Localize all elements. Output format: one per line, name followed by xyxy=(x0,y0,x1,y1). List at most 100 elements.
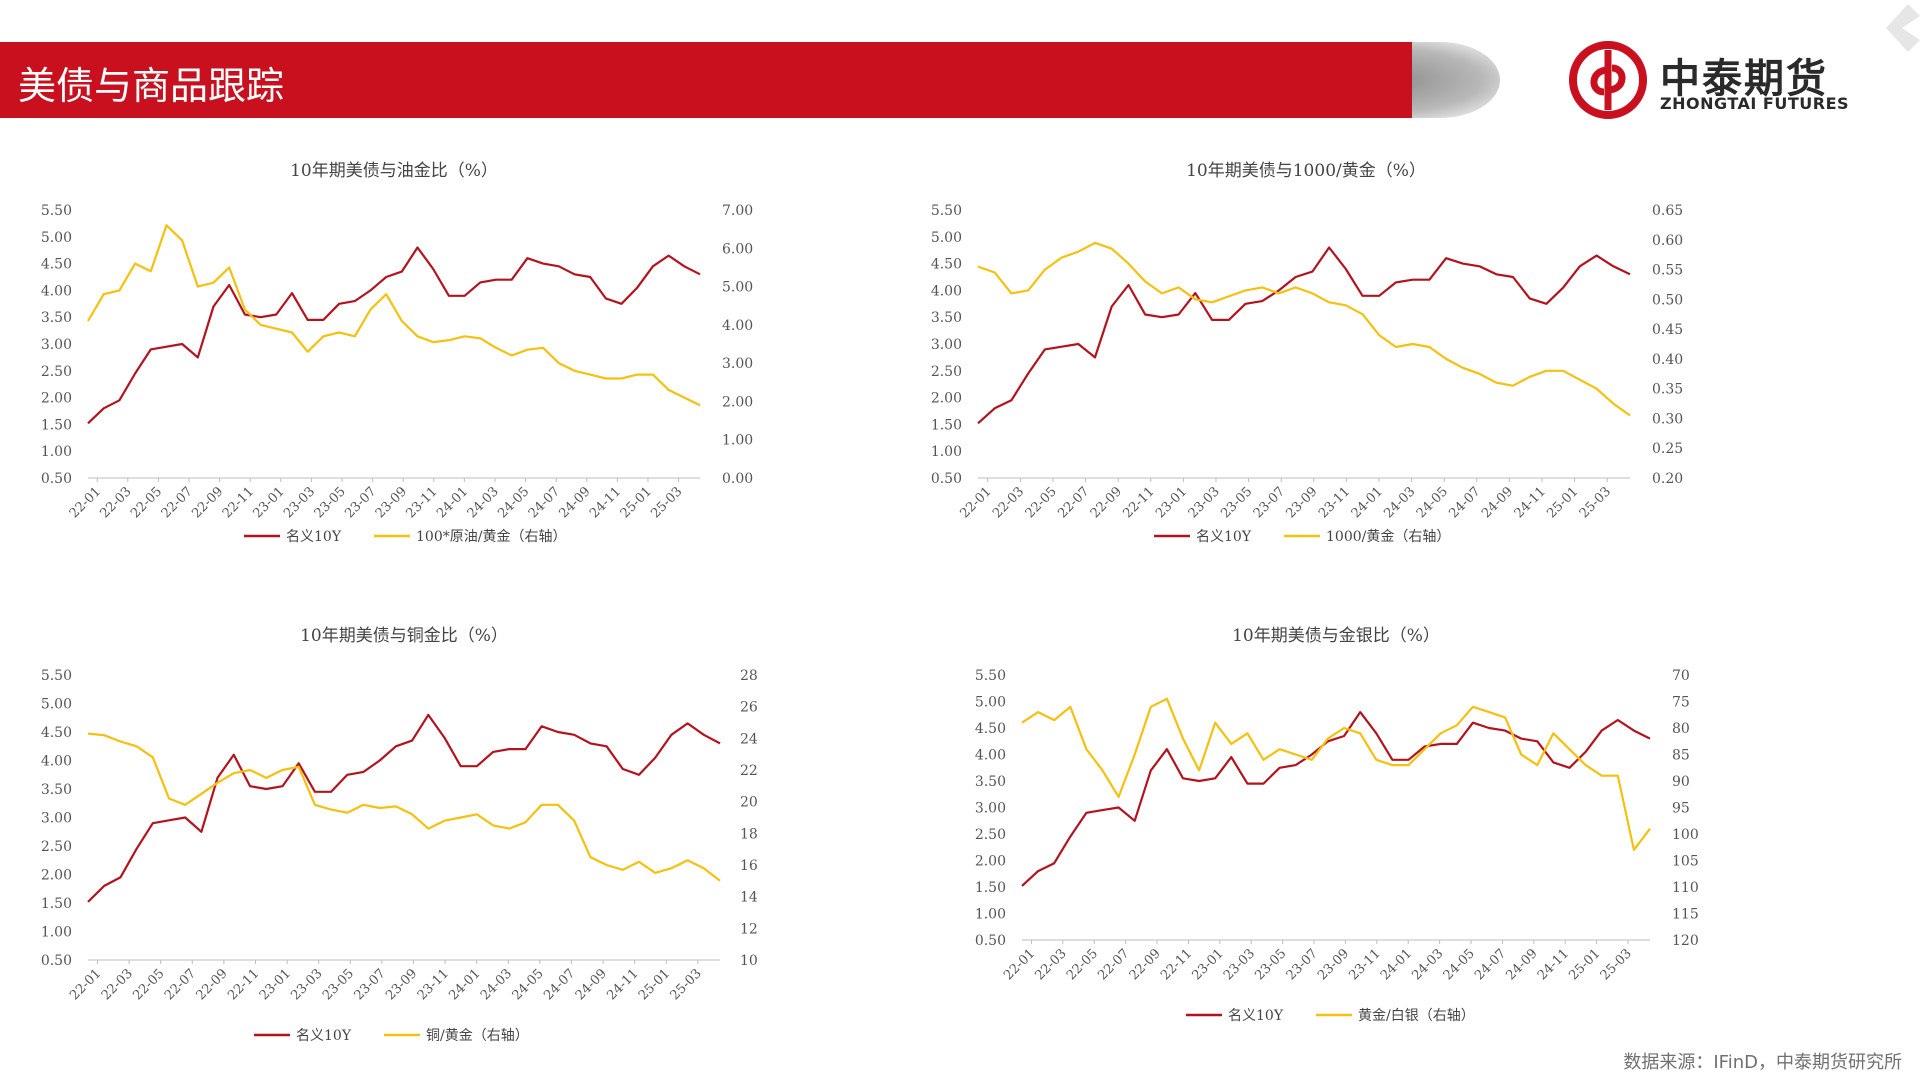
x-axis-tick-label: 22-09 xyxy=(189,484,226,521)
right-axis-tick-label: 20 xyxy=(740,795,758,811)
x-axis-tick-label: 23-09 xyxy=(1283,484,1320,521)
series-line-nominal-10y xyxy=(1021,710,1651,887)
x-axis-tick-label: 22-09 xyxy=(1127,946,1164,983)
x-axis-tick-label: 24-05 xyxy=(1441,946,1478,983)
x-axis-tick-label: 24-03 xyxy=(465,484,502,521)
series-line-nominal-10y xyxy=(87,713,721,903)
x-axis-tick-label: 23-05 xyxy=(320,966,357,1003)
page-title: 美债与商品跟踪 xyxy=(18,64,285,108)
right-axis-tick-label: 0.55 xyxy=(1652,263,1683,279)
x-axis-tick-label: 22-01 xyxy=(67,966,104,1003)
x-axis-tick-label: 24-09 xyxy=(573,966,610,1003)
left-axis-tick-label: 3.50 xyxy=(975,774,1006,790)
left-axis-tick-label: 4.50 xyxy=(41,257,72,273)
x-axis-tick-label: 23-01 xyxy=(1153,484,1190,521)
left-axis-tick-label: 5.50 xyxy=(41,668,72,684)
x-axis-tick-label: 23-09 xyxy=(373,484,410,521)
chart-1000-gold-svg: 10年期美债与1000/黄金（%） 0.50 1.00 1.50 2.00 2.50 3.0… xyxy=(931,161,1683,545)
left-axis-tick-label: 0.50 xyxy=(931,471,962,487)
x-axis-tick-label: 24-05 xyxy=(1414,484,1451,521)
right-axis-tick-label: 16 xyxy=(740,858,758,874)
right-axis-tick-label: 3.00 xyxy=(722,356,753,372)
x-axis-tick-label: 23-05 xyxy=(1218,484,1255,521)
x-axis-tick-label: 22-11 xyxy=(1120,484,1157,521)
left-axis-tick-label: 4.00 xyxy=(41,754,72,770)
left-axis-tick-label: 3.50 xyxy=(41,310,72,326)
right-axis-tick-label: 26 xyxy=(740,700,758,716)
right-axis-tick-label: 0.45 xyxy=(1652,322,1683,338)
legend-label: 1000/黄金（右轴） xyxy=(1326,528,1450,545)
right-axis-tick-label: 0.30 xyxy=(1652,411,1683,427)
left-axis-tick-label: 2.50 xyxy=(41,839,72,855)
right-axis-tick-label: 95 xyxy=(1672,801,1690,817)
x-axis-tick-label: 24-03 xyxy=(1409,946,1446,983)
x-axis-tick-label: 22-03 xyxy=(97,484,134,521)
x-axis-tick-label: 23-09 xyxy=(383,966,420,1003)
chart-copper-gold-svg: 10年期美债与铜金比（%） 0.50 1.00 1.50 2.00 2.50 3.00 3.5… xyxy=(41,626,758,1044)
x-axis-tick-label: 24-11 xyxy=(587,484,624,521)
left-axis-tick-label: 4.00 xyxy=(931,283,962,299)
right-axis-tick-label: 22 xyxy=(740,763,758,779)
legend-label: 100*原油/黄金（右轴） xyxy=(416,528,566,545)
right-axis-tick-label: 2.00 xyxy=(722,394,753,410)
chart-oil-gold: 10年期美债与油金比（%） 0.50 1.00 1.50 2.00 2.50 3.00 3.5… xyxy=(40,150,920,570)
x-axis-tick-label: 22-05 xyxy=(1064,946,1101,983)
left-axis-tick-label: 4.50 xyxy=(931,257,962,273)
x-axis-tick-label: 23-01 xyxy=(250,484,287,521)
left-axis-tick-label: 2.00 xyxy=(975,854,1006,870)
right-axis-tick-label: 14 xyxy=(740,890,758,906)
left-axis-tick-label: 5.50 xyxy=(975,668,1006,684)
right-axis-tick-label: 1.00 xyxy=(722,433,753,449)
x-axis-tick-label: 22-01 xyxy=(957,484,994,521)
x-axis-tick-label: 22-11 xyxy=(1158,946,1195,983)
right-axis-tick-label: 90 xyxy=(1672,774,1690,790)
left-axis-tick-label: 1.00 xyxy=(931,444,962,460)
legend-label: 名义10Y xyxy=(296,1028,352,1044)
right-axis-tick-label: 75 xyxy=(1672,695,1690,711)
left-axis-tick-label: 5.00 xyxy=(931,230,962,246)
right-axis-tick-label: 115 xyxy=(1672,907,1699,923)
x-axis-tick-label: 22-05 xyxy=(1023,484,1060,521)
chart-gold-silver: 10年期美债与金银比（%） 0.50 1.00 1.50 2.00 2.50 3.00 3.5… xyxy=(960,615,1840,1035)
x-axis-tick-label: 24-05 xyxy=(495,484,532,521)
left-axis-tick-label: 5.50 xyxy=(931,203,962,219)
logo-name-en: ZHONGTAI FUTURES xyxy=(1660,94,1850,113)
x-axis-tick-label: 24-01 xyxy=(434,484,471,521)
x-axis-tick-label: 25-03 xyxy=(668,966,705,1003)
left-axis-tick-label: 4.00 xyxy=(41,283,72,299)
legend-label: 黄金/白银（右轴） xyxy=(1358,1007,1475,1024)
right-axis-tick-label: 0.25 xyxy=(1652,441,1683,457)
left-axis-tick-label: 3.50 xyxy=(931,310,962,326)
chart-title: 10年期美债与铜金比（%） xyxy=(300,626,508,646)
chart-copper-gold: 10年期美债与铜金比（%） 0.50 1.00 1.50 2.00 2.50 3.00 3.5… xyxy=(40,615,920,1055)
x-axis-tick-label: 22-07 xyxy=(162,966,199,1003)
right-axis-tick-label: 0.20 xyxy=(1652,471,1683,487)
x-axis-tick-label: 24-05 xyxy=(510,966,547,1003)
x-axis-tick-label: 23-07 xyxy=(352,966,389,1003)
x-axis-tick-label: 23-11 xyxy=(1316,484,1353,521)
legend-label: 名义10Y xyxy=(1228,1008,1284,1024)
left-axis-tick-label: 5.00 xyxy=(41,697,72,713)
series-line-ratio xyxy=(87,732,721,882)
x-axis-tick-label: 23-09 xyxy=(1315,946,1352,983)
data-source-note: 数据来源：IFinD，中泰期货研究所 xyxy=(1623,1052,1902,1073)
x-axis-tick-label: 25-01 xyxy=(618,484,655,521)
chart-oil-gold-svg: 10年期美债与油金比（%） 0.50 1.00 1.50 2.00 2.50 3.00 3.5… xyxy=(41,161,753,545)
x-axis-tick-label: 23-11 xyxy=(1347,946,1384,983)
x-axis-tick-label: 22-09 xyxy=(1088,484,1125,521)
x-axis-tick-label: 23-03 xyxy=(281,484,318,521)
chart-title: 10年期美债与1000/黄金（%） xyxy=(1186,161,1426,181)
left-axis-tick-label: 3.00 xyxy=(931,337,962,353)
logo-name-zh: 中泰期货 xyxy=(1660,56,1828,102)
x-axis-tick-label: 23-03 xyxy=(1186,484,1223,521)
left-axis-tick-label: 2.00 xyxy=(931,391,962,407)
series-line-ratio xyxy=(1021,697,1651,851)
right-axis-tick-label: 110 xyxy=(1672,880,1699,896)
chart-gold-silver-svg: 10年期美债与金银比（%） 0.50 1.00 1.50 2.00 2.50 3.00 3.5… xyxy=(975,626,1699,1024)
header-bar xyxy=(0,42,1412,118)
left-axis-tick-label: 1.00 xyxy=(975,907,1006,923)
chart-1000-gold: 10年期美债与1000/黄金（%） 0.50 1.00 1.50 2.00 2.50 3.0… xyxy=(930,150,1810,570)
x-axis-tick-label: 24-11 xyxy=(604,966,641,1003)
left-axis-tick-label: 5.00 xyxy=(41,230,72,246)
x-axis-tick-label: 23-07 xyxy=(342,484,379,521)
